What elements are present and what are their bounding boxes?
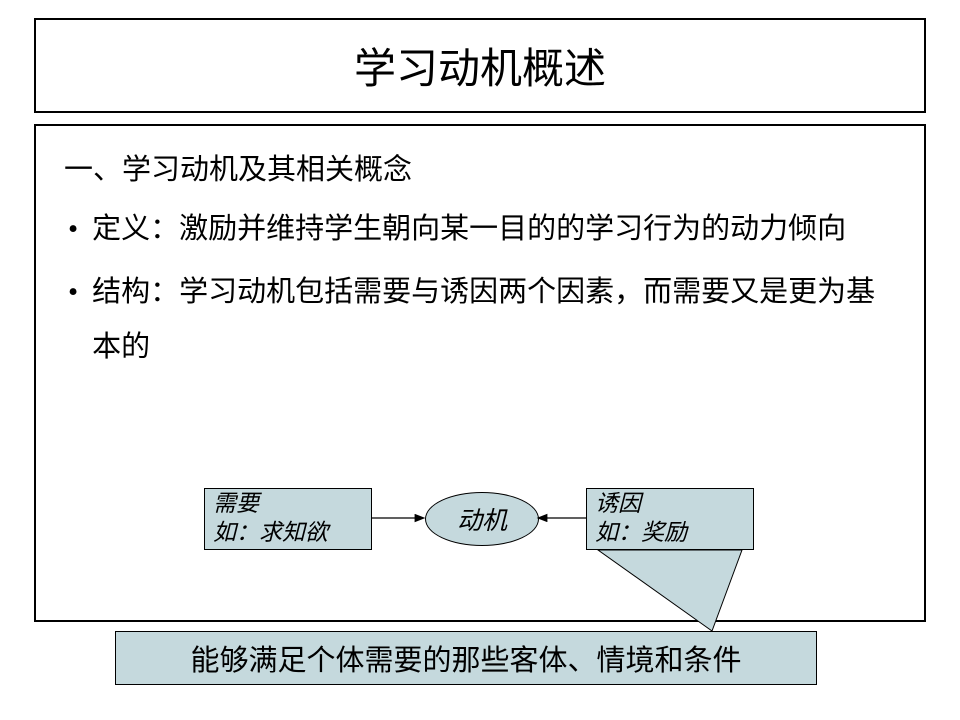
motive-text: 动机 — [457, 501, 507, 537]
bullet-item: • 定义：激励并维持学生朝向某一目的的学习行为的动力倾向 — [64, 202, 900, 257]
motive-node: 动机 — [425, 492, 539, 546]
incentive-line1: 诱因 — [595, 490, 641, 519]
callout-box: 能够满足个体需要的那些客体、情境和条件 — [115, 631, 817, 685]
incentive-node: 诱因 如：奖励 — [586, 488, 754, 550]
title-box: 学习动机概述 — [34, 18, 926, 113]
content-box: 一、学习动机及其相关概念 • 定义：激励并维持学生朝向某一目的的学习行为的动力倾… — [34, 124, 926, 622]
bullet-marker: • — [68, 265, 78, 375]
bullet-text: 定义：激励并维持学生朝向某一目的的学习行为的动力倾向 — [92, 202, 900, 257]
need-line1: 需要 — [213, 490, 259, 519]
bullet-text: 结构：学习动机包括需要与诱因两个因素，而需要又是更为基本的 — [92, 265, 900, 375]
bullet-marker: • — [68, 202, 78, 257]
section-heading: 一、学习动机及其相关概念 — [64, 144, 900, 196]
bullet-item: • 结构：学习动机包括需要与诱因两个因素，而需要又是更为基本的 — [64, 265, 900, 375]
callout-text: 能够满足个体需要的那些客体、情境和条件 — [190, 637, 741, 679]
incentive-line2: 如：奖励 — [595, 519, 687, 548]
need-line2: 如：求知欲 — [213, 519, 328, 548]
need-node: 需要 如：求知欲 — [204, 488, 372, 550]
page-title: 学习动机概述 — [354, 35, 606, 96]
